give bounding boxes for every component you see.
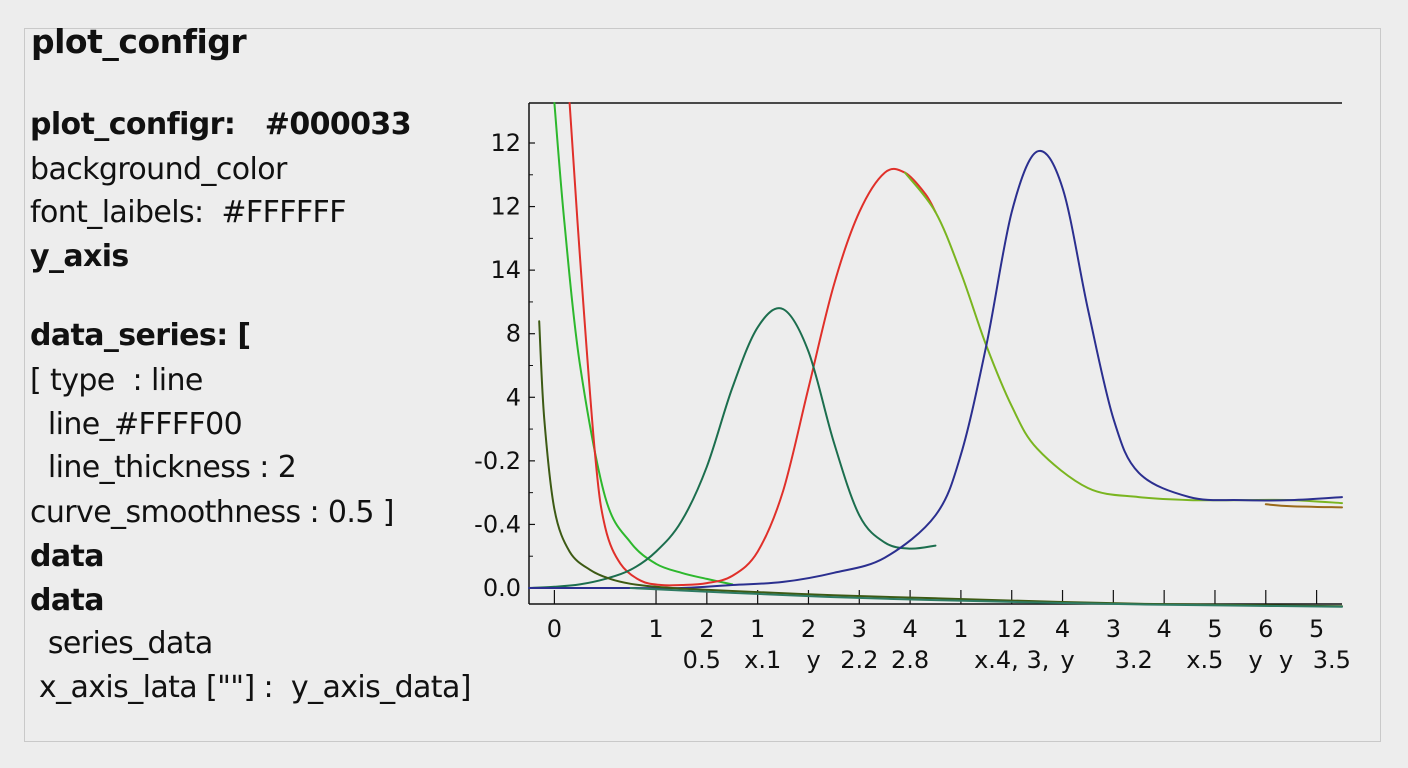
y-tick-label: 12	[490, 129, 521, 157]
config-line: font_laibels: #FFFFFF	[30, 195, 346, 230]
x-tick-label: 3	[1106, 615, 1121, 643]
x-tick-label: 2	[699, 615, 714, 643]
x-tick-label: 3	[852, 615, 867, 643]
x-sub-label: x.4, 3,	[974, 646, 1049, 674]
figure-frame	[24, 28, 1381, 742]
x-tick-label: 12	[996, 615, 1027, 643]
config-line: line_#FFFF00	[30, 407, 243, 442]
series-line	[568, 102, 937, 587]
y-axis-ticks: 12 12 14 8 4 -0.2 -0.4 0.0	[474, 129, 535, 602]
x-sub-label: 3.2	[1115, 646, 1153, 674]
series-group	[528, 102, 1343, 608]
x-sub-label: y	[806, 646, 820, 674]
config-line: [ type : line	[30, 363, 203, 398]
x-sub-label: x.5	[1186, 646, 1223, 674]
config-line: curve_smoothness : 0.5 ]	[30, 495, 394, 530]
config-line: x_axis_lata [""] : y_axis_data]	[30, 670, 472, 705]
x-sub-label: y	[1061, 646, 1075, 674]
y-tick-label: -0.2	[474, 447, 521, 475]
x-sub-label: x.1	[744, 646, 781, 674]
x-sub-label: y	[1279, 646, 1293, 674]
config-line: plot_configr: #000033	[30, 107, 412, 142]
x-sub-label: 2.2	[840, 646, 878, 674]
y-tick-label: 0.0	[483, 574, 521, 602]
y-tick-label: -0.4	[474, 510, 521, 538]
config-line: background_color	[30, 152, 287, 187]
config-line: y_axis	[30, 239, 129, 274]
page-title: plot_configr	[31, 22, 247, 61]
series-line	[904, 171, 1343, 505]
config-line: series_data	[30, 626, 213, 661]
x-tick-label: 4	[1157, 615, 1172, 643]
x-sub-label: 3.5	[1313, 646, 1351, 674]
x-tick-label: 4	[902, 615, 917, 643]
series-line	[528, 149, 1343, 590]
series-line	[1264, 503, 1343, 509]
y-tick-label: 4	[506, 383, 521, 411]
series-line	[528, 307, 937, 589]
x-tick-label: 2	[801, 615, 816, 643]
config-line: data_series: [	[30, 318, 251, 353]
x-tick-label: 5	[1309, 615, 1324, 643]
x-sub-label: 0.5	[683, 646, 721, 674]
x-tick-label: 5	[1207, 615, 1222, 643]
config-line: data	[30, 539, 105, 574]
x-tick-label: 1	[750, 615, 765, 643]
x-tick-label: 4	[1055, 615, 1070, 643]
y-tick-label: 14	[490, 256, 521, 284]
series-line	[553, 102, 734, 586]
y-tick-label: 12	[490, 193, 521, 221]
series-line	[538, 320, 1343, 608]
x-tick-label: 6	[1258, 615, 1273, 643]
x-tick-label: 1	[648, 615, 663, 643]
series-line	[629, 587, 1343, 608]
x-tick-label: 0	[547, 615, 562, 643]
x-sub-label: 2.8	[891, 646, 929, 674]
y-tick-label: 8	[506, 320, 521, 348]
x-tick-label: 1	[953, 615, 968, 643]
config-line: data	[30, 583, 105, 618]
x-axis-ticks: 0 1 2 1 2 3 4 1 12 4 3 4 5 6 50.5 x.1 y 2.2 2.8 x.4, 3, y 3.2…	[547, 590, 1351, 674]
x-sub-label: y	[1249, 646, 1263, 674]
config-line: line_thickness : 2	[30, 450, 297, 485]
